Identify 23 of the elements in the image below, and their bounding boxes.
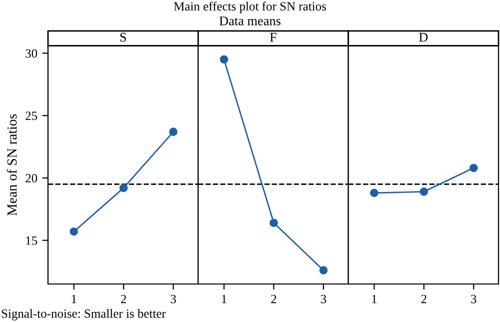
x-tick-label: 3 (320, 294, 326, 304)
chart-title: S (120, 32, 126, 42)
point (70, 227, 78, 236)
y-tick-label: 25 (26, 112, 38, 120)
x-tick-label: 1 (222, 294, 226, 304)
text: Main effects plot for SN ratios (174, 2, 326, 14)
y-tick-label: 15 (26, 236, 38, 245)
text: Data means (219, 16, 280, 26)
point (169, 128, 178, 136)
y-tick-label: 20 (26, 174, 38, 182)
x-tick-label: 2 (271, 294, 276, 304)
y-axis-title: Mean of SN ratios (6, 114, 17, 216)
y-tick-label: 30 (26, 49, 38, 58)
x-tick-label: 1 (372, 294, 377, 304)
chart-title: F (270, 32, 276, 42)
x-tick-label: 1 (72, 294, 76, 304)
chart-title: D (419, 32, 428, 42)
point (119, 184, 128, 192)
x-tick-label: 2 (421, 294, 426, 304)
x-tick-label: 2 (121, 294, 126, 304)
text: Signal-to-noise: Smaller is better (2, 309, 166, 320)
x-tick-label: 3 (471, 294, 476, 304)
x-tick-label: 3 (170, 294, 176, 304)
